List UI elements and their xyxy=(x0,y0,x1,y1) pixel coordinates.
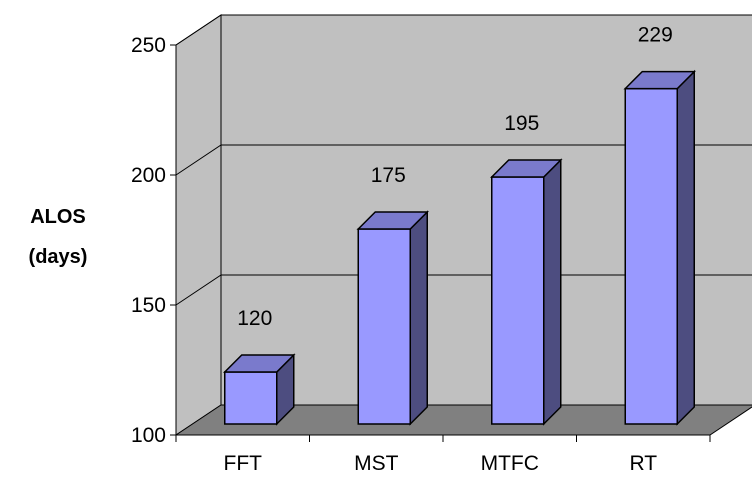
bar-side xyxy=(676,69,695,426)
x-tick-label-mst: MST xyxy=(354,452,399,475)
bar-top xyxy=(489,159,563,178)
y-tick-label: 250 xyxy=(131,34,166,57)
bar-top xyxy=(356,211,430,230)
bar-side xyxy=(409,210,428,426)
bars xyxy=(222,69,697,426)
bar-top xyxy=(222,354,296,373)
axes xyxy=(170,44,711,442)
bar-rt xyxy=(623,69,697,426)
bar-fft xyxy=(222,353,296,426)
data-label-rt: 229 xyxy=(638,24,673,47)
gridlines xyxy=(175,14,752,306)
data-label-mst: 175 xyxy=(371,164,406,187)
labels: 100 150 200 250 120 FFT 175 MST 195 MTFC 229 RT xyxy=(131,24,673,475)
gridline xyxy=(175,144,752,176)
y-tick-label: 150 xyxy=(131,294,166,317)
x-tick-label-fft: FFT xyxy=(224,452,263,475)
chart-walls xyxy=(174,14,752,436)
side-wall xyxy=(175,14,222,436)
bar-mst xyxy=(356,210,430,426)
y-tick-label: 200 xyxy=(131,164,166,187)
y-tick-label: 100 xyxy=(131,424,166,447)
bar-front xyxy=(491,176,545,425)
x-tick-label-mtfc: MTFC xyxy=(481,452,539,475)
bar-side xyxy=(543,158,562,426)
gridline xyxy=(175,274,752,306)
bar-top xyxy=(623,70,697,90)
bar-front xyxy=(224,371,278,425)
bar-front xyxy=(357,228,411,425)
x-tick-label-rt: RT xyxy=(629,452,657,475)
gridline xyxy=(175,14,752,46)
bar-mtfc xyxy=(489,158,563,426)
bar-front xyxy=(624,87,678,425)
data-label-fft: 120 xyxy=(237,307,272,330)
data-label-mtfc: 195 xyxy=(504,112,539,135)
y-axis-label-line-1: ALOS xyxy=(30,206,86,228)
y-axis-label-line-2: (days) xyxy=(29,246,88,268)
